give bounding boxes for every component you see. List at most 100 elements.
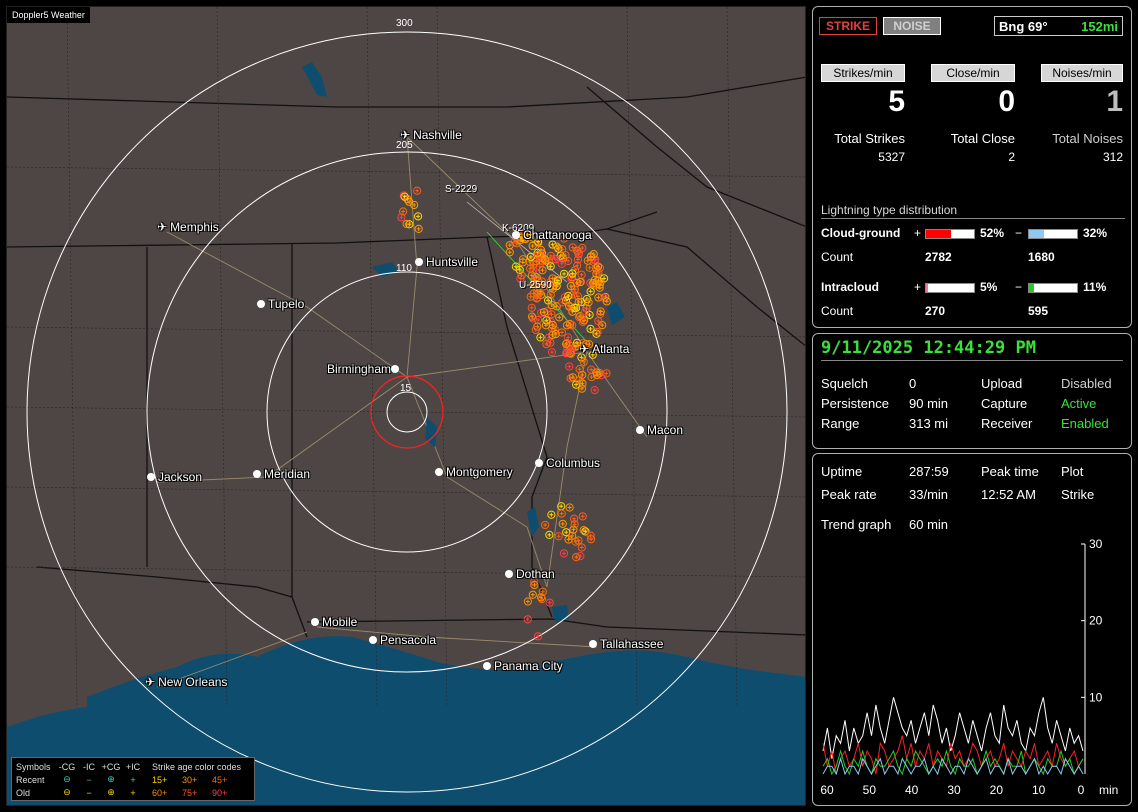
city-marker[interactable]: ✈ Nashville	[400, 128, 462, 142]
strike-symbol-cross	[531, 282, 536, 287]
strike-symbol-cross	[576, 257, 581, 262]
strike-symbol-cross	[566, 537, 571, 542]
trend-panel: Uptime 287:59 Peak time Plot Peak rate 3…	[812, 453, 1132, 806]
capture-value[interactable]: Active	[1061, 396, 1097, 411]
strike-symbol-cross	[579, 272, 584, 277]
storm-label[interactable]: S-2229	[445, 184, 478, 195]
storm-label[interactable]: K-6209	[502, 223, 535, 234]
cg-pos-count: 2782	[925, 250, 952, 264]
city-label: Nashville	[413, 128, 462, 142]
strike-symbol-cross	[564, 351, 569, 356]
city-marker[interactable]: Dothan	[505, 567, 555, 581]
strike-symbol	[511, 262, 520, 271]
lightning-map[interactable]: Doppler5 Weather 300 205 110 15 S-2229 K…	[6, 6, 806, 806]
city-marker[interactable]: ✈ Atlanta	[579, 342, 629, 356]
city-marker[interactable]: Montgomery	[435, 465, 513, 479]
y-tick-label: 20	[1089, 614, 1103, 628]
county-lines	[7, 7, 805, 708]
strike-symbol	[529, 289, 538, 298]
city-marker[interactable]: Chattanooga	[512, 228, 592, 242]
city-marker[interactable]: Birmingham	[327, 362, 402, 376]
strike-symbol-cross	[531, 262, 536, 267]
strike-symbol-cross	[554, 304, 559, 309]
strike-symbol	[559, 549, 569, 558]
squelch-value[interactable]: 0	[909, 376, 917, 391]
legend-age: 60+	[152, 787, 168, 798]
strikes-min-button[interactable]: Strikes/min	[821, 64, 905, 82]
upload-value[interactable]: Disabled	[1061, 376, 1112, 391]
strike-symbol	[572, 553, 581, 562]
range-label: Range	[821, 416, 860, 431]
strike-symbol	[593, 327, 602, 337]
strike-symbol	[539, 308, 549, 317]
capture-label: Capture	[981, 396, 1028, 411]
strike-symbol-cross	[568, 284, 573, 289]
range-value[interactable]: 313 mi	[909, 416, 949, 431]
city-marker[interactable]: Macon	[636, 423, 683, 437]
strike-symbol	[545, 530, 554, 539]
strike-symbol-cross	[407, 199, 412, 204]
strike-symbol	[593, 262, 603, 271]
city-marker[interactable]: ✈ New Orleans	[145, 675, 227, 689]
strike-symbol	[553, 276, 563, 285]
city-marker[interactable]: Tupelo	[257, 297, 304, 311]
bearing-value: Bng 69°	[999, 18, 1048, 34]
city-marker[interactable]: Columbus	[535, 456, 600, 470]
plot-value[interactable]: Strike	[1061, 487, 1095, 502]
city-marker[interactable]: Pensacola	[369, 633, 436, 647]
strike-symbol-cross	[566, 335, 571, 340]
strike-symbol-cross	[507, 243, 512, 248]
city-marker[interactable]: Meridian	[253, 467, 310, 481]
noise-toggle-button[interactable]: NOISE	[883, 17, 941, 35]
city-marker[interactable]: Huntsville	[415, 255, 478, 269]
city-marker[interactable]: Jackson	[147, 470, 202, 484]
strike-symbol-cross	[559, 511, 564, 516]
strike-symbol	[523, 615, 532, 624]
city-label: Atlanta	[592, 342, 630, 356]
receiver-label: Receiver	[981, 416, 1033, 431]
city-marker[interactable]: ✈ Memphis	[157, 220, 219, 234]
strike-symbol-cross	[525, 599, 530, 604]
gulf-water	[87, 636, 805, 805]
strike-symbol-cross	[514, 241, 519, 246]
noises-min-button[interactable]: Noises/min	[1041, 64, 1123, 82]
strike-symbol	[574, 297, 583, 307]
strike-symbol-cross	[546, 298, 551, 303]
storm-label[interactable]: U-2590	[519, 280, 552, 291]
strike-symbol	[547, 510, 556, 519]
strike-symbol-cross	[588, 289, 593, 294]
strike-symbol-cross	[574, 555, 579, 560]
airport-icon: ✈	[145, 675, 156, 689]
strike-symbol	[555, 313, 564, 322]
map-canvas	[7, 7, 805, 805]
strike-symbol	[527, 312, 537, 321]
strike-symbol-cross	[572, 305, 577, 310]
city-marker[interactable]: Panama City	[483, 659, 563, 673]
strike-symbol	[563, 348, 572, 357]
strike-toggle-button[interactable]: STRIKE	[819, 17, 877, 35]
legend-header: -CG	[58, 761, 76, 772]
close-min-button[interactable]: Close/min	[931, 64, 1015, 82]
strike-symbol-cross	[595, 329, 600, 334]
trend-value[interactable]: 60 min	[909, 517, 949, 532]
strike-symbol	[558, 254, 568, 263]
strike-symbol-cross	[580, 381, 585, 386]
peak-time-value: 12:52 AM	[981, 487, 1036, 502]
city-label: Meridian	[264, 467, 311, 481]
strike-symbol-cross	[574, 343, 579, 348]
persistence-value[interactable]: 90 min	[909, 396, 949, 411]
strike-symbol	[558, 519, 567, 528]
city-label: Jackson	[158, 470, 203, 484]
strike-symbol	[545, 598, 554, 607]
cg-neg-fill	[1029, 230, 1045, 238]
persistence-label: Persistence	[821, 396, 889, 411]
ic-plus-sign: +	[914, 280, 922, 294]
strike-symbol-cross	[588, 326, 593, 331]
strike-symbol	[587, 373, 596, 382]
strike-symbol-cross	[540, 268, 545, 273]
city-marker[interactable]: Tallahassee	[589, 637, 663, 651]
strike-symbol-cross	[588, 533, 593, 538]
city-marker[interactable]: Mobile	[311, 615, 357, 629]
city-label: Birmingham	[327, 362, 392, 376]
receiver-value[interactable]: Enabled	[1061, 416, 1109, 431]
